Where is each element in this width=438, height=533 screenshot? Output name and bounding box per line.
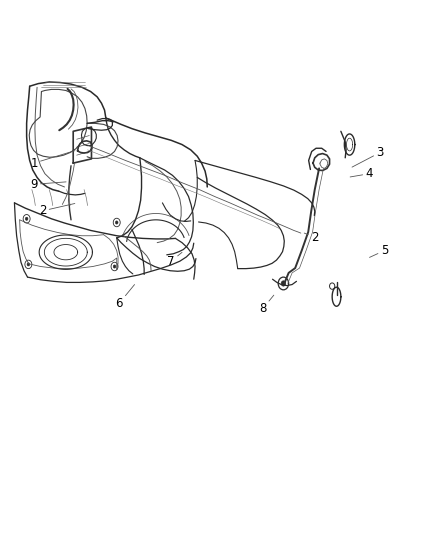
Text: 1: 1 [30, 151, 75, 169]
Circle shape [25, 217, 28, 220]
Text: 5: 5 [370, 244, 388, 257]
Text: 8: 8 [259, 295, 274, 316]
Text: 4: 4 [350, 167, 373, 180]
Text: 9: 9 [30, 178, 66, 191]
Text: 2: 2 [39, 204, 75, 217]
Text: 7: 7 [167, 252, 182, 268]
Text: 2: 2 [304, 231, 318, 244]
Text: 6: 6 [115, 285, 134, 310]
Circle shape [113, 265, 116, 268]
Circle shape [116, 221, 118, 224]
Text: 3: 3 [352, 146, 384, 167]
Circle shape [281, 281, 286, 286]
Circle shape [27, 263, 30, 266]
